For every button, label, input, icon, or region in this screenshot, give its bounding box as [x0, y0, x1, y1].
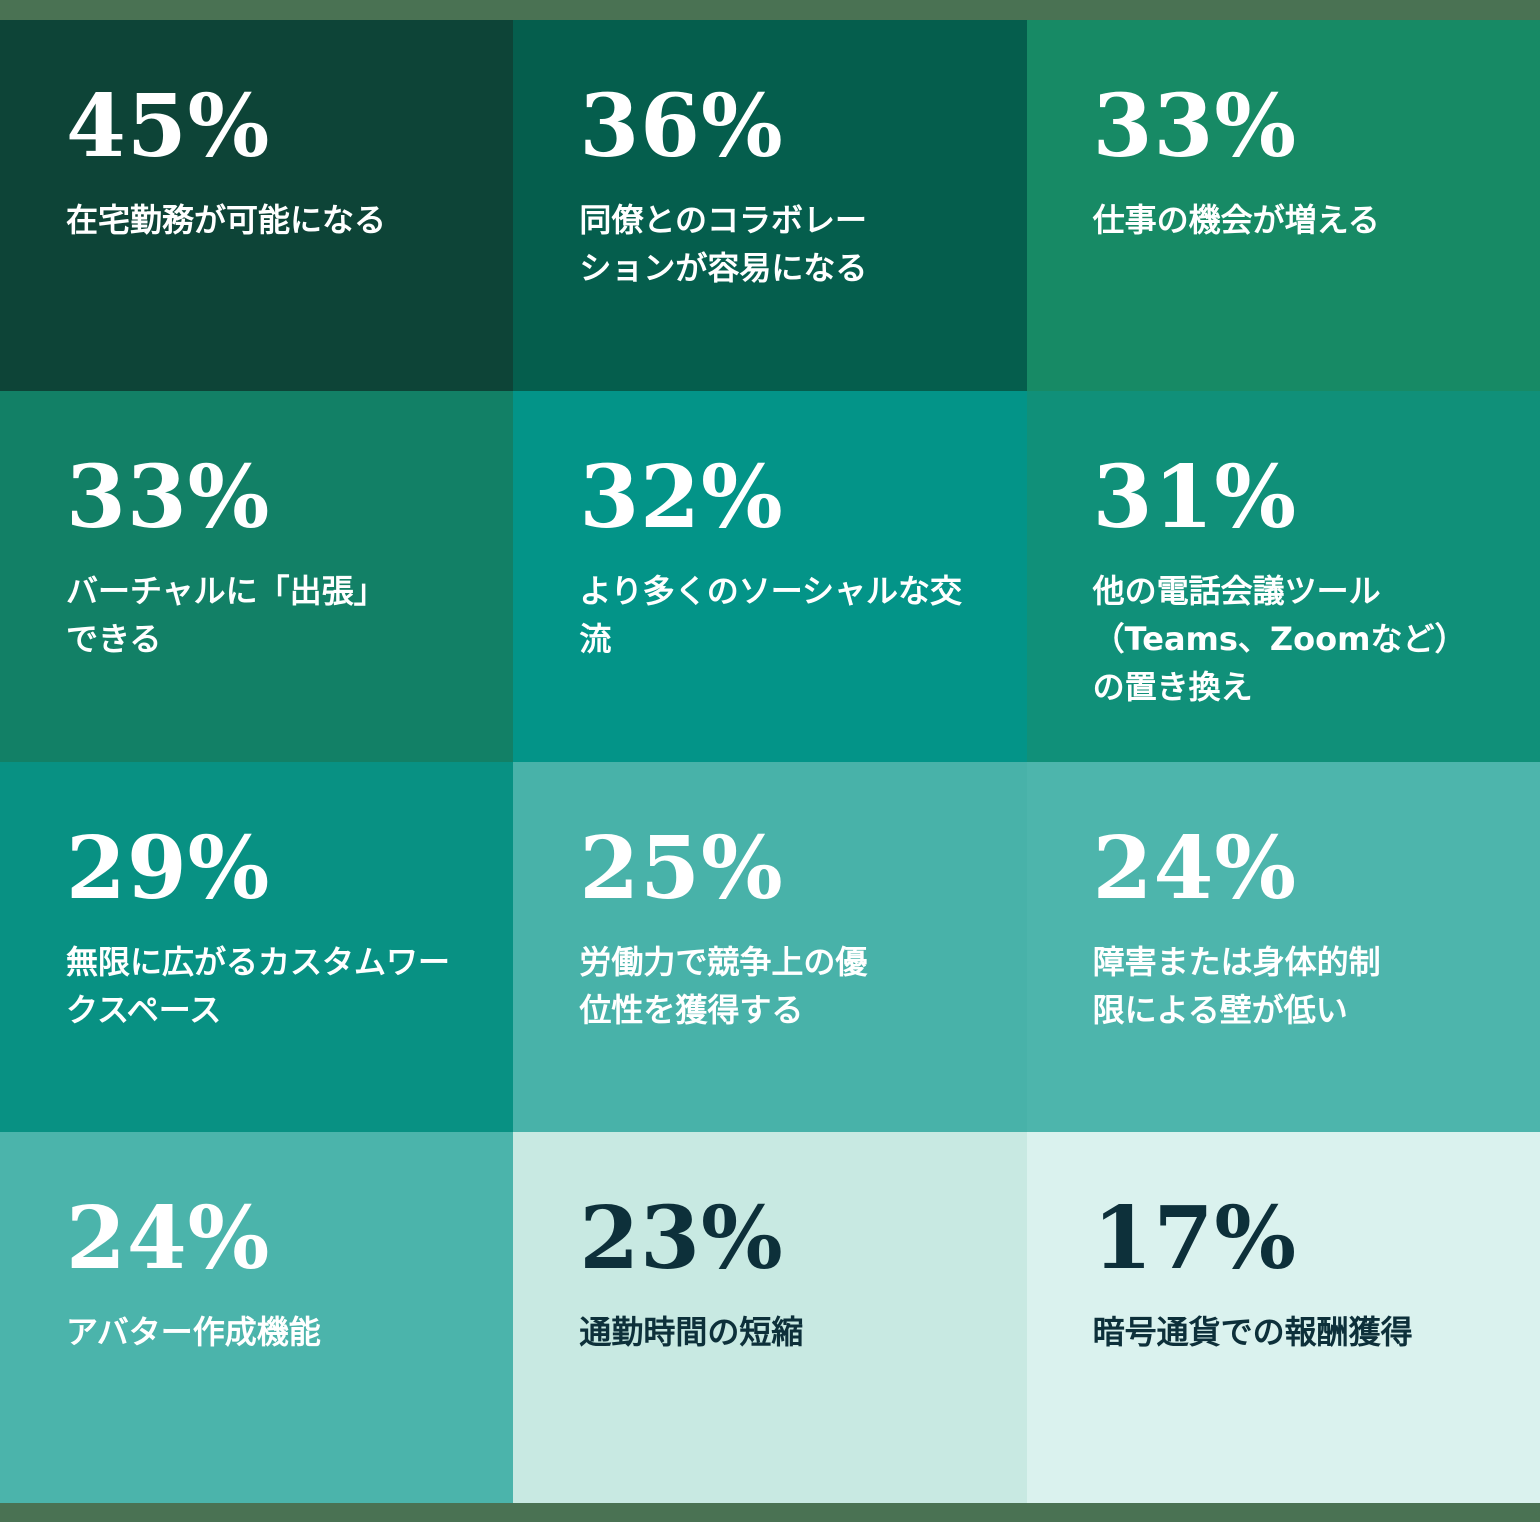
stat-label: より多くのソーシャルな交流 — [579, 571, 963, 658]
stat-tile-collaboration: 36% 同僚とのコラボレー ションが容易になる — [513, 20, 1027, 391]
stat-label: バーチャルに「出張」 できる — [66, 571, 386, 658]
stat-tile-accessibility: 24% 障害または身体的制 限による壁が低い — [1026, 761, 1540, 1133]
stat-label: 他の電話会議ツール （Teams、Zoomなど） の置き換え — [1092, 571, 1467, 706]
stat-value: 31% — [1092, 446, 1298, 548]
stat-value: 33% — [1092, 76, 1298, 177]
stat-tile-replace-conference-tools: 31% 他の電話会議ツール （Teams、Zoomなど） の置き換え — [1026, 390, 1540, 762]
stat-tile-virtual-travel: 33% バーチャルに「出張」 できる — [0, 390, 514, 762]
stat-label: 同僚とのコラボレー ションが容易になる — [579, 201, 868, 287]
stat-value: 36% — [579, 76, 784, 177]
stat-tile-commute-reduction: 23% 通勤時間の短縮 — [513, 1132, 1027, 1503]
stat-value: 45% — [66, 76, 271, 177]
stat-label: 在宅勤務が可能になる — [66, 201, 387, 239]
stat-value: 24% — [66, 1188, 271, 1290]
stat-label: 通勤時間の短縮 — [579, 1313, 804, 1352]
stat-tile-competitive-advantage: 25% 労働力で競争上の優 位性を獲得する — [513, 761, 1027, 1133]
stat-label: 仕事の機会が増える — [1092, 201, 1380, 239]
stat-value: 23% — [579, 1188, 784, 1290]
stat-label: 労働力で競争上の優 位性を獲得する — [579, 942, 868, 1029]
stat-value: 17% — [1092, 1188, 1298, 1290]
stat-label: 無限に広がるカスタムワー クスペース — [66, 942, 451, 1029]
stat-tile-avatar-creation: 24% アバター作成機能 — [0, 1132, 514, 1503]
stat-value: 24% — [1092, 817, 1298, 919]
stat-tile-grid: 45% 在宅勤務が可能になる 36% 同僚とのコラボレー ションが容易になる 3… — [0, 20, 1540, 1503]
stat-value: 33% — [66, 446, 271, 548]
stat-tile-custom-workspace: 29% 無限に広がるカスタムワー クスペース — [0, 761, 514, 1133]
stat-tile-social-interaction: 32% より多くのソーシャルな交流 — [513, 390, 1027, 762]
stat-value: 32% — [579, 446, 784, 548]
stat-tile-crypto-rewards: 17% 暗号通貨での報酬獲得 — [1026, 1132, 1540, 1503]
stat-label: 暗号通貨での報酬獲得 — [1092, 1313, 1413, 1352]
stat-tile-job-opportunities: 33% 仕事の機会が増える — [1026, 20, 1540, 391]
stat-value: 25% — [579, 817, 784, 919]
stat-label: 障害または身体的制 限による壁が低い — [1092, 942, 1381, 1029]
stat-value: 29% — [66, 817, 271, 919]
stat-tile-remote-work: 45% 在宅勤務が可能になる — [0, 20, 514, 391]
top-border-bar — [0, 0, 1540, 20]
stat-label: アバター作成機能 — [66, 1313, 321, 1352]
bottom-border-bar — [0, 1503, 1540, 1522]
